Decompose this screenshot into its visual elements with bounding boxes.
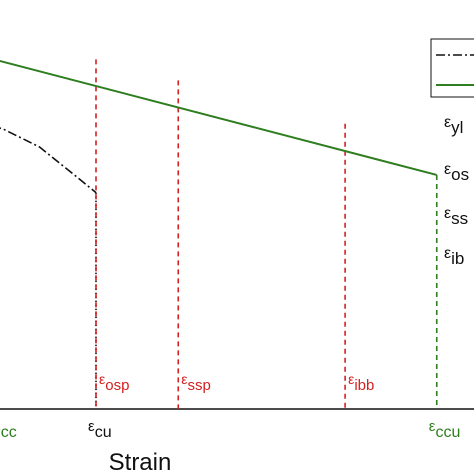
vline-label-ibb: εibb: [348, 371, 374, 394]
series-solid-line: [0, 59, 438, 176]
x-axis-label: Strain: [109, 449, 172, 474]
series-dashdot-line: [0, 127, 97, 194]
legend: [430, 38, 474, 98]
side-label-ib: εib: [444, 245, 464, 268]
side-label-os: εos: [444, 161, 469, 184]
x-tick-cc: εcc: [0, 418, 17, 441]
vline-label-ssp: εssp: [181, 371, 211, 394]
side-label-ss: εss: [444, 205, 468, 228]
legend-box: [430, 38, 474, 98]
x-tick-ccu: εccu: [429, 418, 461, 441]
plot-area: εosp εssp εibb εcc εcu εccu εyl εos εss εib: [0, 38, 474, 441]
x-tick-cu: εcu: [88, 418, 112, 441]
side-label-yl: εyl: [444, 114, 463, 137]
vline-label-osp: εosp: [99, 371, 129, 394]
